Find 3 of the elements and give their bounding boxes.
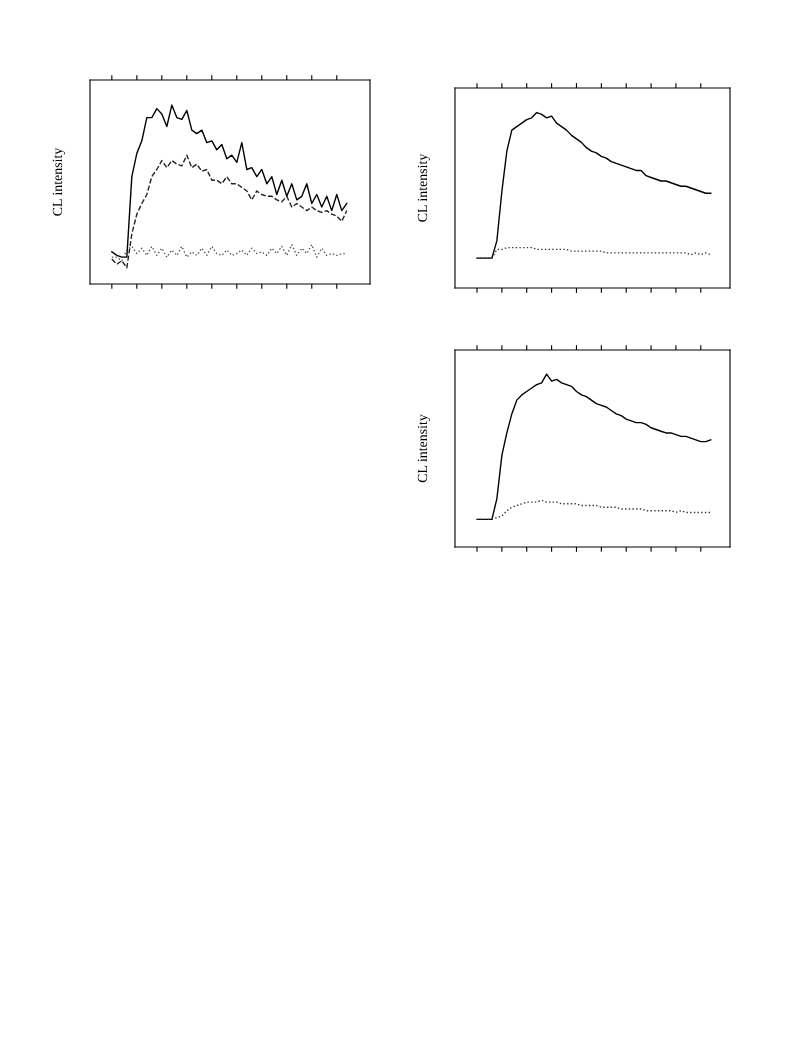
y-axis-title: CL intensity [52, 147, 65, 216]
y-axis-title: CL intensity [417, 414, 430, 483]
y-axis-title: CL intensity [417, 153, 430, 222]
